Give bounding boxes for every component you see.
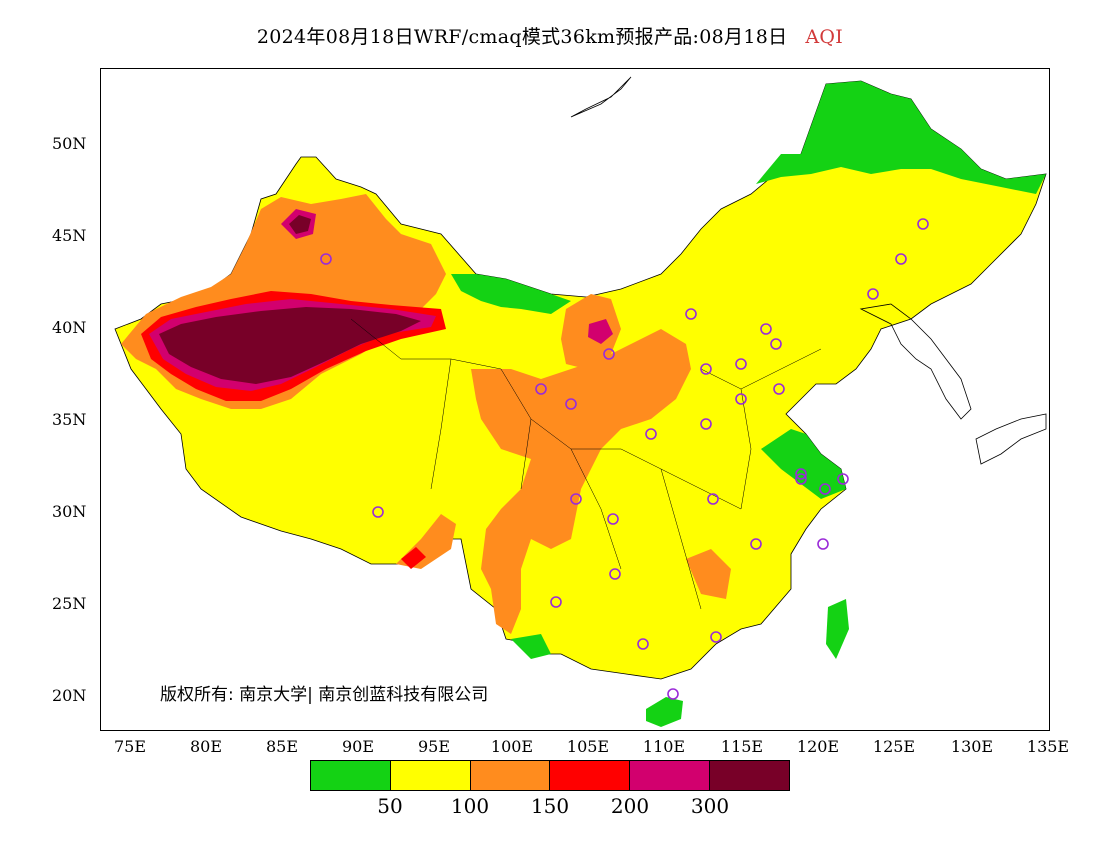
legend-label-150: 150: [530, 794, 570, 818]
lon-tick-90: 90E: [341, 737, 375, 756]
lon-tick-80: 80E: [189, 737, 223, 756]
unhealthy-zone-tibet: [401, 547, 426, 569]
lon-tick-85: 85E: [265, 737, 299, 756]
station-marker: [570, 493, 582, 505]
neighbour-coastline-sakhalin: [570, 76, 632, 118]
lat-tick-50: 50N: [52, 134, 87, 153]
good-zone-northeast: [756, 81, 1046, 194]
station-marker: [837, 473, 849, 485]
lon-tick-115: 115E: [720, 737, 764, 756]
lat-tick-25: 25N: [52, 594, 87, 613]
good-zone-south: [511, 634, 551, 659]
province-borders: [350, 318, 822, 610]
lon-tick-135: 135E: [1026, 737, 1070, 756]
lon-tick-110: 110E: [642, 737, 686, 756]
station-marker: [603, 348, 615, 360]
copyright-notice: 版权所有: 南京大学| 南京创蓝科技有限公司: [160, 685, 489, 705]
lon-tick-125: 125E: [872, 737, 916, 756]
station-marker: [535, 383, 547, 395]
hazardous-zone-junggar: [289, 215, 311, 234]
station-marker: [645, 428, 657, 440]
station-marker: [760, 323, 772, 335]
metric-label: AQI: [805, 26, 844, 48]
lon-tick-75: 75E: [113, 737, 147, 756]
lon-tick-130: 130E: [950, 737, 994, 756]
station-marker: [609, 568, 621, 580]
legend-label-300: 300: [690, 794, 730, 818]
map-title: 2024年08月18日WRF/cmaq模式36km预报产品:08月18日 AQI: [0, 22, 1100, 49]
station-marker: [700, 418, 712, 430]
lat-tick-45: 45N: [52, 226, 87, 245]
lon-tick-105: 105E: [566, 737, 610, 756]
station-marker: [667, 688, 679, 700]
station-marker: [607, 513, 619, 525]
station-marker: [707, 493, 719, 505]
sensitive-zone-central: [471, 329, 691, 634]
map-frame: [100, 68, 1050, 731]
lon-tick-95: 95E: [417, 737, 451, 756]
legend-swatch-moderate: [390, 761, 471, 790]
aqi-legend: [310, 760, 790, 791]
station-marker: [710, 631, 722, 643]
good-zone-east-coast: [761, 429, 846, 499]
aqi-map-canvas: [114, 76, 1047, 727]
station-marker: [770, 338, 782, 350]
lon-tick-100: 100E: [490, 737, 534, 756]
station-marker: [735, 393, 747, 405]
lat-tick-20: 20N: [52, 686, 87, 705]
hazardous-zone-tarim: [159, 307, 421, 384]
station-marker: [550, 596, 562, 608]
station-marker: [372, 506, 384, 518]
legend-label-50: 50: [377, 794, 403, 818]
station-marker: [819, 483, 831, 495]
station-marker: [917, 218, 929, 230]
station-marker: [817, 538, 829, 550]
legend-swatch-unhealthy: [550, 761, 631, 790]
good-zone-north-gansu: [451, 274, 571, 314]
station-marker: [735, 358, 747, 370]
sensitive-zone-guangxi: [686, 549, 731, 599]
station-marker: [320, 253, 332, 265]
good-zone-taiwan: [826, 599, 849, 659]
legend-swatch-hazardous: [710, 761, 789, 790]
lat-tick-30: 30N: [52, 502, 87, 521]
lat-tick-35: 35N: [52, 410, 87, 429]
lon-tick-120: 120E: [796, 737, 840, 756]
legend-swatch-good: [311, 761, 391, 790]
station-marker: [637, 638, 649, 650]
station-marker: [895, 253, 907, 265]
station-marker: [750, 538, 762, 550]
station-marker: [795, 468, 807, 480]
station-marker: [773, 383, 785, 395]
neighbour-coastline-korea: [859, 303, 972, 420]
legend-label-200: 200: [610, 794, 650, 818]
good-zone-hainan: [646, 697, 683, 727]
station-marker: [700, 363, 712, 375]
station-marker: [867, 288, 879, 300]
station-markers: [320, 218, 929, 700]
neighbour-coastline-japan: [975, 413, 1047, 465]
lat-tick-40: 40N: [52, 318, 87, 337]
very-unhealthy-zone-ningxia: [588, 319, 613, 344]
legend-swatch-very-unhealthy: [630, 761, 711, 790]
legend-label-100: 100: [450, 794, 490, 818]
station-marker: [685, 308, 697, 320]
title-text: 2024年08月18日WRF/cmaq模式36km预报产品:08月18日: [256, 26, 788, 48]
station-marker: [565, 398, 577, 410]
legend-swatch-sensitive: [470, 761, 551, 790]
station-marker: [795, 473, 807, 485]
